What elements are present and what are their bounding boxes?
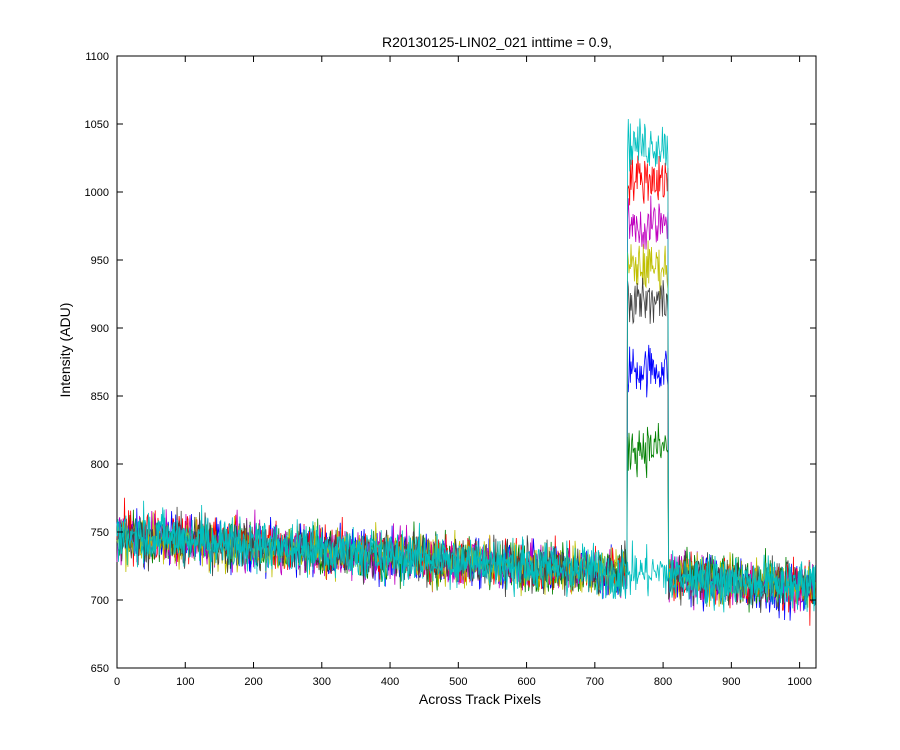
x-axis-title: Across Track Pixels	[419, 691, 541, 707]
y-tick-label-1100: 1100	[85, 51, 109, 63]
y-tick-label-1050: 1050	[85, 119, 109, 131]
series-line-5	[116, 240, 816, 608]
y-tick-label-800: 800	[91, 459, 109, 471]
y-tick-label-850: 850	[91, 391, 109, 403]
chart-title: R20130125-LIN02_021 inttime = 0.9,	[382, 34, 612, 50]
y-tick-label-900: 900	[91, 323, 109, 335]
x-tick-label-600: 600	[517, 676, 535, 688]
x-tick-label-300: 300	[313, 676, 331, 688]
x-tick-label-0: 0	[114, 676, 120, 688]
x-tick-label-800: 800	[654, 676, 672, 688]
x-tick-label-500: 500	[449, 676, 467, 688]
series-layer	[116, 118, 816, 626]
x-tick-label-100: 100	[176, 676, 194, 688]
series-line-8	[116, 500, 816, 612]
x-tick-label-400: 400	[381, 676, 399, 688]
y-tick-label-950: 950	[91, 255, 109, 267]
y-axis-title: Intensity (ADU)	[57, 303, 73, 398]
x-tick-label-1000: 1000	[787, 676, 811, 688]
tick-layer: 0 100 200 300 400 500 600 700 800 900 1000 650 700 75…	[85, 51, 816, 688]
x-tick-label-700: 700	[586, 676, 604, 688]
y-tick-label-650: 650	[91, 663, 109, 675]
x-tick-label-200: 200	[244, 676, 262, 688]
y-tick-label-750: 750	[91, 527, 109, 539]
y-tick-label-1000: 1000	[85, 187, 109, 199]
y-tick-label-700: 700	[91, 595, 109, 607]
x-tick-label-900: 900	[722, 676, 740, 688]
